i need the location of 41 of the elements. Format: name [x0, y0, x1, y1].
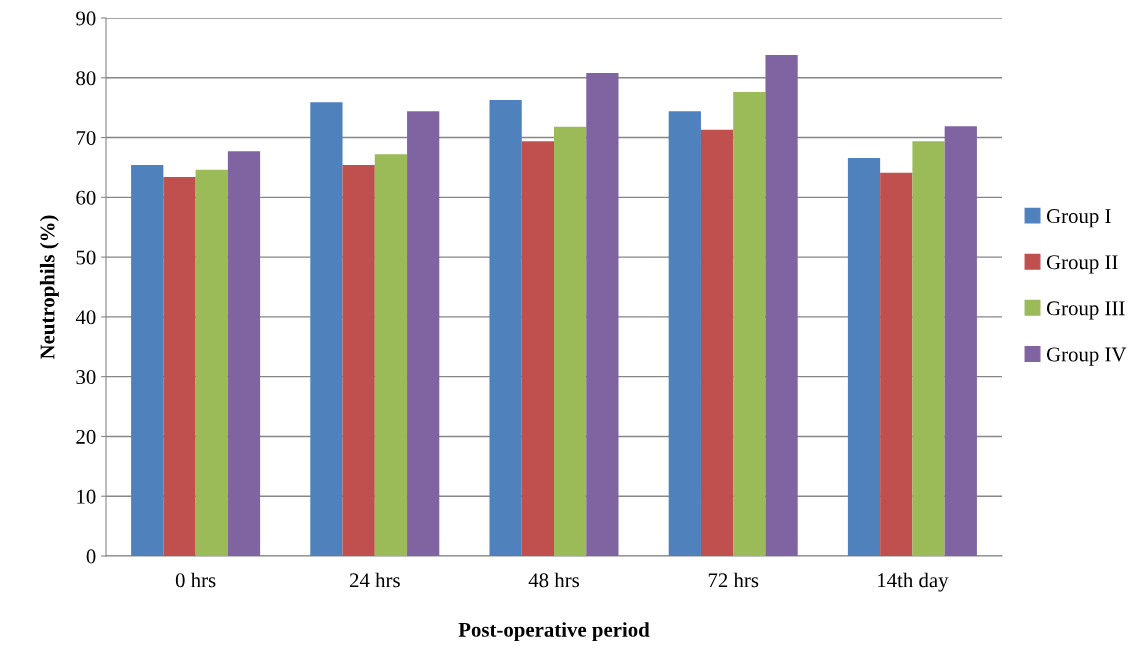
x-tick-label: 24 hrs [349, 572, 400, 588]
bar [342, 165, 375, 556]
bar [407, 111, 440, 556]
bar [489, 99, 522, 556]
legend-label: Group III [1046, 301, 1125, 320]
x-tick-label: 72 hrs [708, 572, 759, 588]
y-axis-title: Neutrophils (%) [39, 215, 59, 360]
bar [163, 177, 196, 556]
bar [374, 154, 408, 556]
bar [880, 172, 913, 556]
bar [586, 73, 619, 556]
legend-label: Group II [1046, 255, 1118, 274]
bar [912, 141, 945, 556]
bar [765, 55, 798, 556]
y-tick-label: 60 [76, 190, 96, 205]
bar [310, 102, 343, 556]
y-tick-label: 40 [75, 310, 96, 325]
bar [847, 157, 881, 556]
x-tick-label: 0 hrs [175, 572, 216, 588]
bar [195, 169, 228, 556]
bar [227, 151, 261, 556]
y-tick-label: 50 [76, 250, 96, 265]
bar [554, 126, 587, 556]
bar [521, 141, 554, 556]
x-tick-label: 14th day [878, 572, 949, 592]
y-tick-label: 0 [86, 549, 96, 564]
bar [131, 165, 164, 556]
y-tick-label: 30 [76, 370, 96, 385]
y-tick-label: 90 [76, 11, 96, 26]
y-tick-label: 70 [76, 130, 96, 145]
y-tick-label: 10 [77, 489, 96, 504]
bar [668, 111, 701, 556]
bar [944, 126, 977, 556]
bar [700, 129, 734, 556]
bar [733, 92, 766, 556]
legend-label: Group IV [1046, 347, 1127, 366]
y-tick-label: 80 [76, 71, 96, 86]
y-tick-label: 20 [76, 429, 96, 444]
x-tick-label: 48 hrs [528, 572, 579, 588]
x-axis-title: Post-operative period [458, 622, 650, 642]
legend-label: Group I [1046, 209, 1111, 228]
